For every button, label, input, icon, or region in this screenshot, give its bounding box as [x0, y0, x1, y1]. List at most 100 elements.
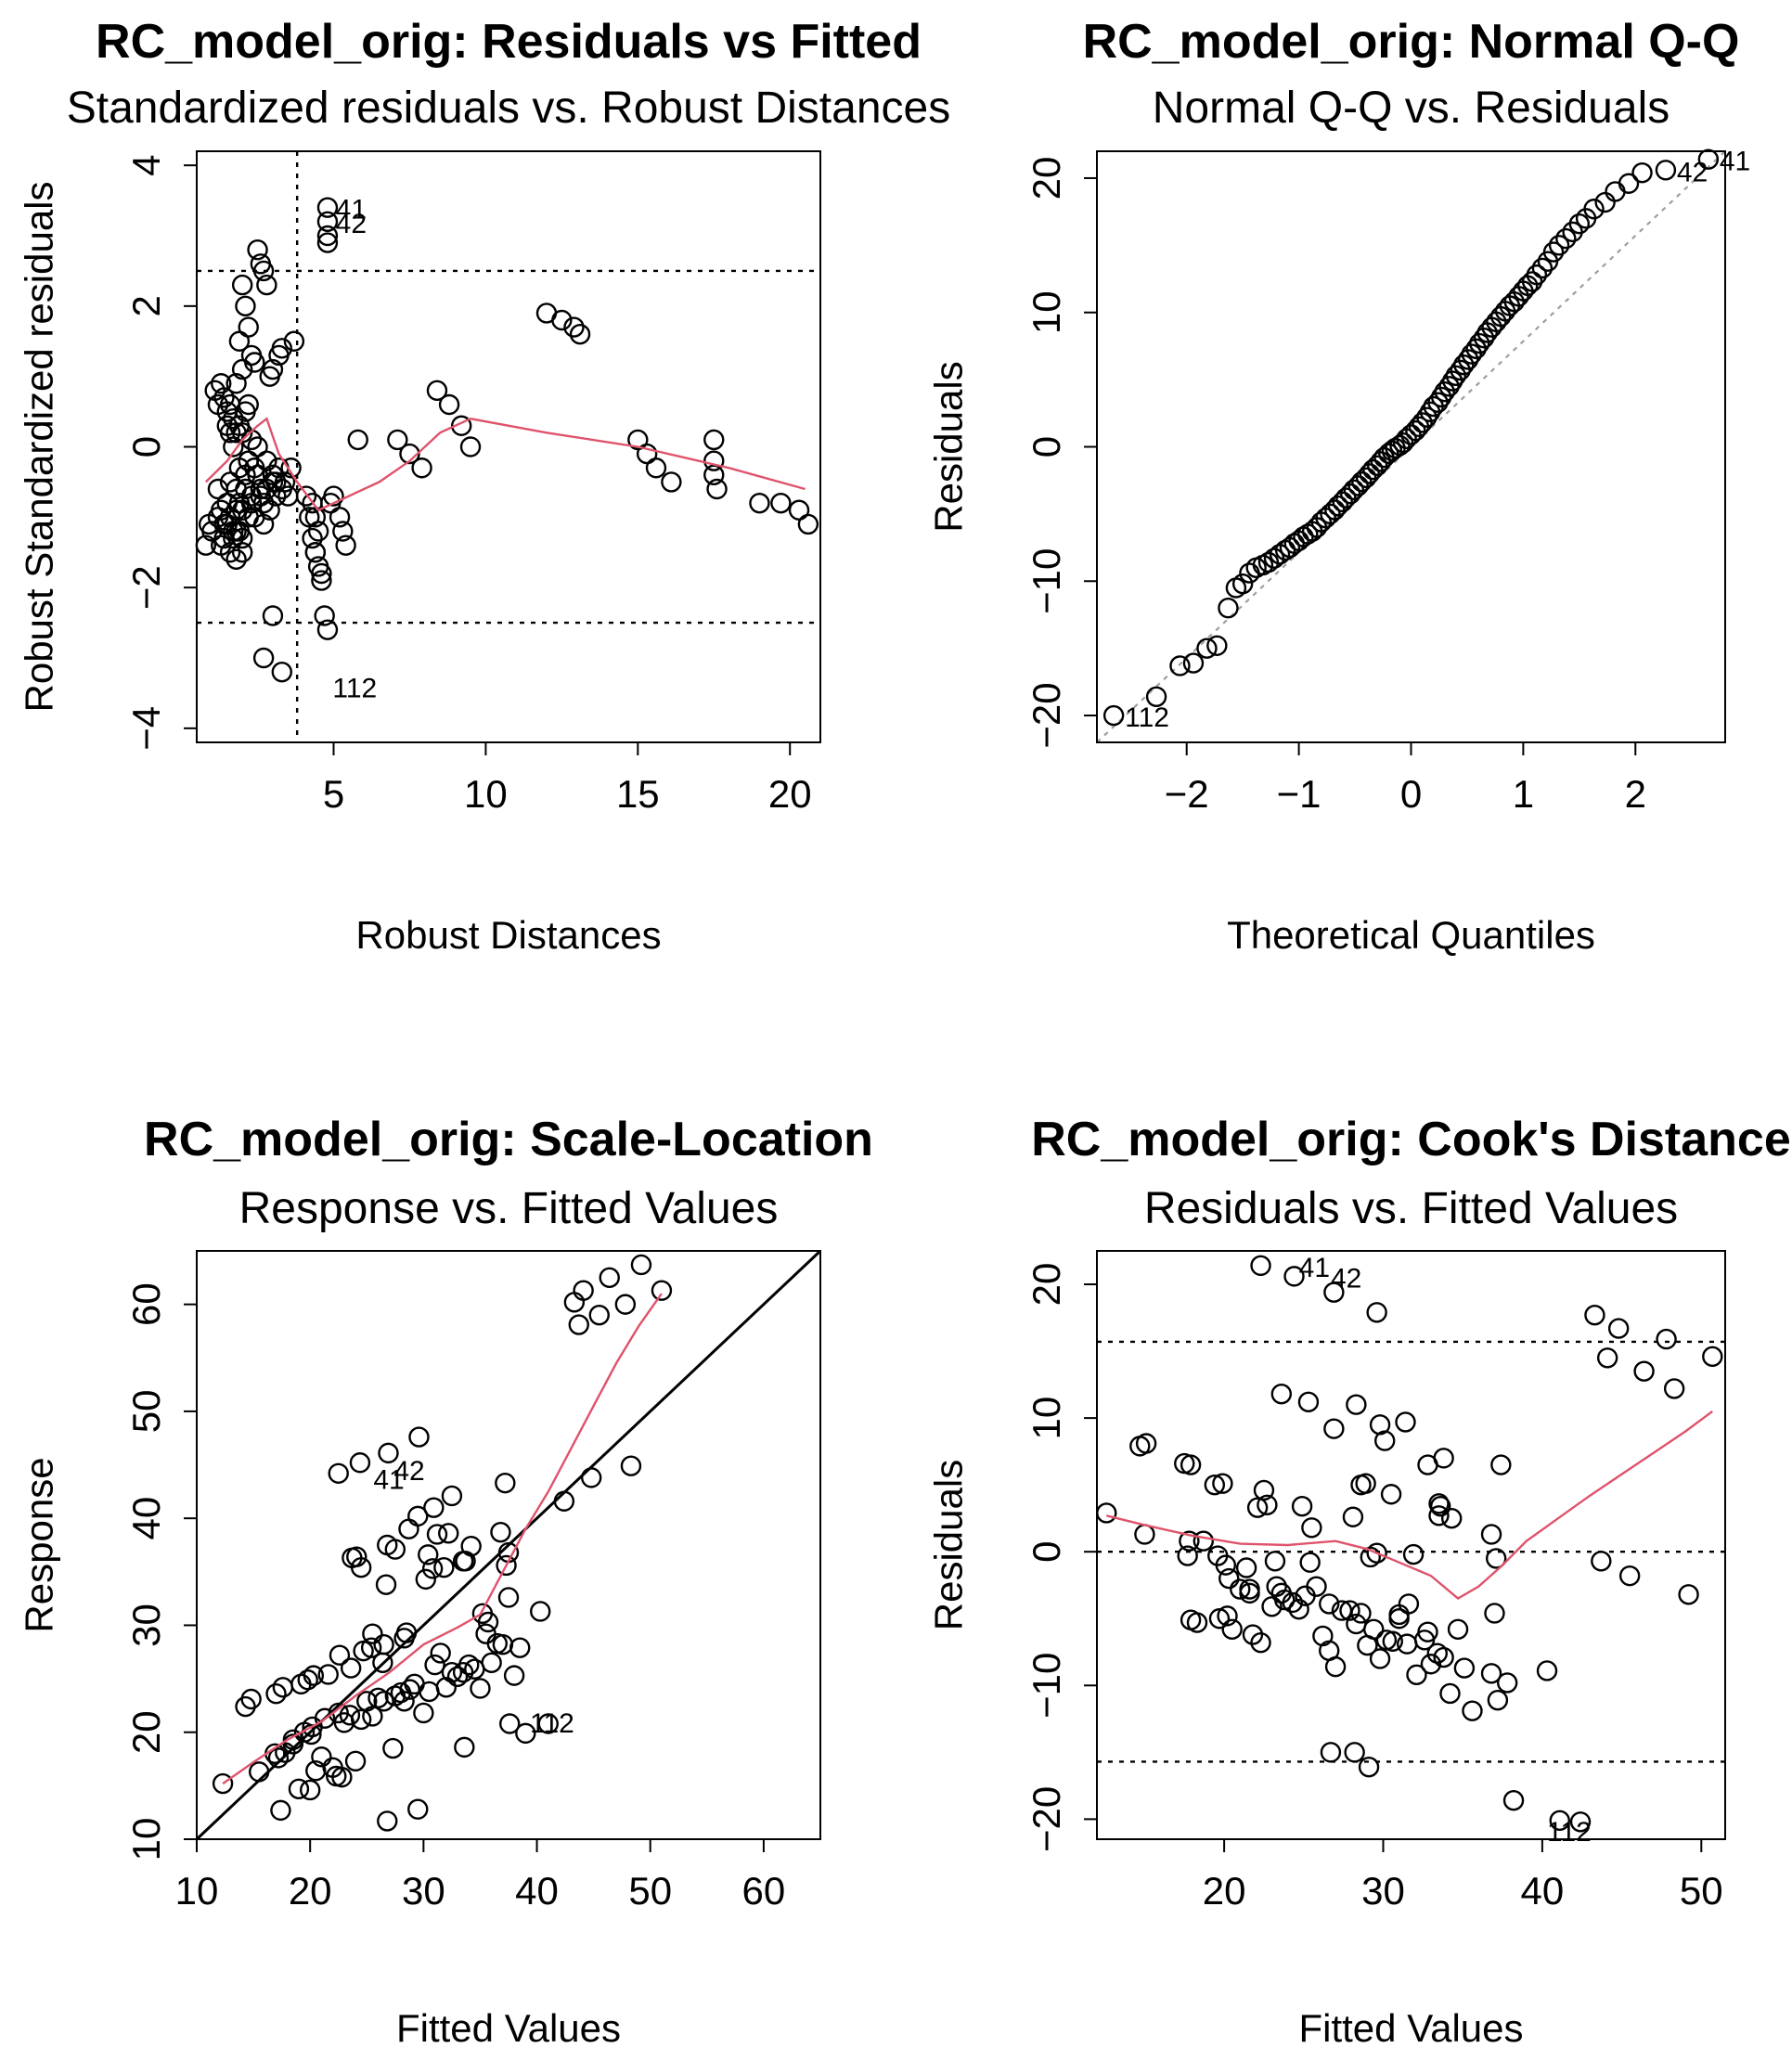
data-point [1145, 686, 1167, 707]
data-point [1417, 1621, 1438, 1642]
data-point [311, 1746, 332, 1768]
y-tick-label: 10 [1025, 290, 1068, 334]
data-point [317, 1664, 339, 1685]
data-point [326, 1765, 347, 1787]
data-point [283, 330, 305, 352]
data-point [563, 316, 585, 338]
data-point [1605, 181, 1626, 202]
data-point [302, 527, 323, 549]
data-point [1430, 1496, 1451, 1517]
data-point [509, 1637, 531, 1658]
x-tick-label: 50 [1680, 1869, 1723, 1913]
data-point [235, 478, 256, 500]
data-point [1299, 1552, 1321, 1573]
data-point [1179, 1530, 1200, 1552]
data-point [1480, 1663, 1502, 1684]
data-point [1225, 577, 1247, 599]
chart-subtitle: Residuals vs. Fitted Values [1144, 1184, 1678, 1233]
point-label: 41 [1299, 1253, 1330, 1283]
data-point [1502, 1790, 1525, 1811]
y-tick-label: −20 [1025, 682, 1068, 748]
x-axis-label: Theoretical Quantiles [1227, 913, 1595, 957]
y-tick-label: 20 [124, 1710, 168, 1754]
data-point [211, 499, 232, 521]
data-point [349, 1452, 371, 1474]
point-label: 41 [373, 1464, 404, 1495]
x-tick-label: 5 [323, 772, 344, 816]
data-point [346, 1546, 367, 1567]
data-point [1257, 1494, 1278, 1515]
data-point [316, 211, 339, 233]
x-tick-label: −1 [1277, 772, 1321, 816]
data-point [1702, 1346, 1723, 1368]
data-point [238, 316, 259, 338]
point-label: 41 [336, 195, 367, 225]
x-axis-label: Robust Distances [355, 913, 661, 957]
data-point [1355, 1473, 1376, 1494]
data-point [344, 1750, 367, 1772]
data-point [495, 1472, 516, 1494]
y-tick-label: −10 [1025, 1653, 1068, 1719]
x-tick-label: 40 [1521, 1869, 1565, 1913]
data-point [362, 1623, 383, 1644]
x-tick-label: 15 [616, 772, 660, 816]
chart-title: RC_model_orig: Normal Q-Q [1083, 15, 1740, 69]
data-point [490, 1521, 511, 1543]
data-point [454, 1736, 475, 1758]
data-point [1462, 1700, 1483, 1721]
data-point [1457, 349, 1479, 370]
data-point [497, 1587, 520, 1608]
data-point [1215, 1554, 1237, 1576]
data-point [1269, 544, 1291, 565]
point-label: 42 [1677, 157, 1708, 187]
x-tick-label: 0 [1400, 772, 1422, 816]
data-point [256, 450, 277, 471]
data-point [290, 1673, 312, 1695]
y-tick-label: 2 [124, 295, 168, 316]
data-point [1428, 1505, 1450, 1526]
data-point [568, 1314, 589, 1335]
data-point [537, 1713, 559, 1734]
data-point [1177, 1545, 1198, 1566]
data-point [703, 429, 725, 451]
data-point [1591, 1551, 1612, 1572]
x-tick-label: 60 [742, 1869, 786, 1913]
data-point [231, 527, 253, 549]
data-point [1291, 1496, 1313, 1517]
x-axis-label: Fitted Values [1298, 2006, 1523, 2050]
data-point [1206, 635, 1228, 656]
data-point [1480, 1524, 1502, 1545]
data-point [1350, 1603, 1372, 1624]
y-axis-label: Residuals [927, 361, 971, 532]
y-axis-label: Residuals [927, 1460, 971, 1630]
data-point [1239, 1578, 1260, 1600]
x-tick-label: −2 [1165, 772, 1209, 816]
data-point [1548, 235, 1570, 256]
data-point [1420, 1654, 1442, 1675]
data-point [262, 358, 284, 380]
data-point [1242, 1624, 1264, 1645]
data-point [788, 499, 810, 521]
data-point [470, 1678, 491, 1699]
data-point [304, 542, 327, 563]
data-point [1270, 1383, 1293, 1405]
data-point [362, 1706, 383, 1727]
data-point [1631, 161, 1653, 184]
data-point [299, 1779, 321, 1801]
data-point [1430, 386, 1452, 408]
data-point [1426, 1642, 1448, 1664]
data-point [1596, 1347, 1618, 1369]
data-point [433, 1557, 455, 1578]
data-point [1445, 365, 1467, 386]
data-point [411, 457, 432, 479]
y-tick-label: −20 [1025, 1786, 1068, 1852]
data-point [1450, 359, 1471, 381]
data-point [1433, 1646, 1454, 1668]
data-point [450, 415, 472, 436]
data-point [499, 1713, 521, 1734]
data-point [1366, 1302, 1387, 1323]
data-point [316, 232, 339, 253]
data-point [307, 521, 329, 542]
x-tick-label: 20 [768, 772, 812, 816]
data-point [1496, 1672, 1518, 1694]
